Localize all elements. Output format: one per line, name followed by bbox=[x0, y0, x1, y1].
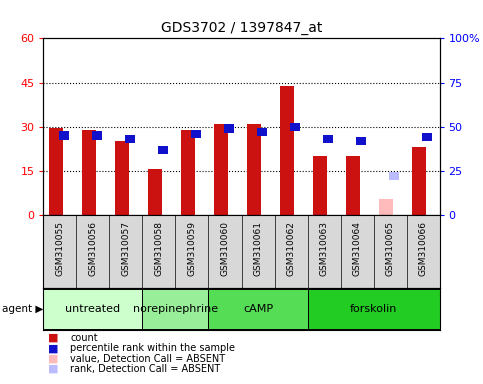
Bar bbox=[209, 289, 308, 329]
Text: value, Detection Call = ABSENT: value, Detection Call = ABSENT bbox=[70, 354, 225, 364]
Text: agent ▶: agent ▶ bbox=[2, 304, 44, 314]
Bar bbox=[313, 156, 327, 215]
Text: GSM310064: GSM310064 bbox=[353, 221, 361, 276]
Bar bbox=[83, 130, 96, 215]
Text: GSM310057: GSM310057 bbox=[122, 221, 130, 276]
Text: forskolin: forskolin bbox=[350, 304, 397, 314]
Bar bbox=[158, 146, 168, 154]
Bar bbox=[257, 128, 267, 136]
Bar bbox=[290, 122, 299, 131]
Text: ■: ■ bbox=[48, 333, 59, 343]
Text: GSM310056: GSM310056 bbox=[88, 221, 98, 276]
Text: count: count bbox=[70, 333, 98, 343]
Text: ■: ■ bbox=[48, 364, 59, 374]
Bar bbox=[182, 130, 195, 215]
Bar bbox=[49, 128, 63, 215]
Bar bbox=[115, 141, 128, 215]
Text: GSM310055: GSM310055 bbox=[56, 221, 64, 276]
Text: percentile rank within the sample: percentile rank within the sample bbox=[70, 343, 235, 353]
Text: rank, Detection Call = ABSENT: rank, Detection Call = ABSENT bbox=[70, 364, 220, 374]
Bar bbox=[214, 124, 227, 215]
Text: GSM310059: GSM310059 bbox=[187, 221, 197, 276]
Bar bbox=[422, 133, 432, 141]
Bar bbox=[224, 124, 234, 132]
Bar bbox=[346, 156, 360, 215]
Title: GDS3702 / 1397847_at: GDS3702 / 1397847_at bbox=[161, 21, 322, 35]
Text: GSM310058: GSM310058 bbox=[155, 221, 163, 276]
Text: untreated: untreated bbox=[65, 304, 121, 314]
Text: GSM310063: GSM310063 bbox=[320, 221, 328, 276]
Bar bbox=[389, 172, 398, 180]
Bar bbox=[356, 137, 366, 145]
Bar bbox=[59, 131, 69, 140]
Bar bbox=[125, 135, 135, 143]
Text: GSM310065: GSM310065 bbox=[385, 221, 395, 276]
Bar bbox=[142, 289, 209, 329]
Bar bbox=[148, 169, 162, 215]
Bar bbox=[247, 124, 261, 215]
Text: GSM310062: GSM310062 bbox=[286, 221, 296, 276]
Bar bbox=[380, 199, 393, 215]
Bar bbox=[43, 289, 142, 329]
Bar bbox=[281, 86, 294, 215]
Text: ■: ■ bbox=[48, 354, 59, 364]
Text: norepinephrine: norepinephrine bbox=[133, 304, 218, 314]
Bar bbox=[308, 289, 440, 329]
Bar bbox=[92, 131, 101, 140]
Text: cAMP: cAMP bbox=[243, 304, 273, 314]
Bar bbox=[191, 130, 200, 138]
Bar bbox=[412, 147, 426, 215]
Text: GSM310066: GSM310066 bbox=[419, 221, 427, 276]
Bar bbox=[323, 135, 333, 143]
Text: GSM310061: GSM310061 bbox=[254, 221, 262, 276]
Text: GSM310060: GSM310060 bbox=[221, 221, 229, 276]
Text: ■: ■ bbox=[48, 343, 59, 353]
